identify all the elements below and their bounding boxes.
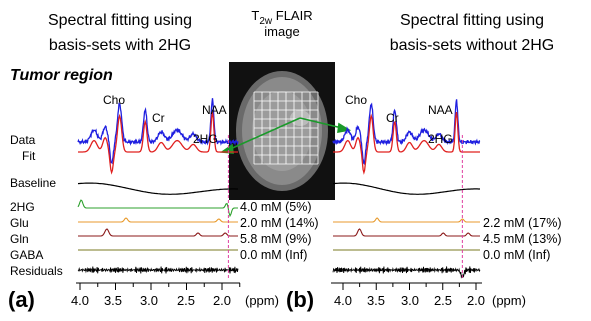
tick-label: 3.5 — [367, 293, 385, 308]
tick-label: 4.0 — [71, 293, 89, 308]
panel-label: (b) — [286, 287, 314, 312]
residuals — [333, 266, 480, 278]
row-label: 2HG — [10, 200, 35, 214]
row-label: Glu — [10, 216, 29, 230]
axis-unit: (ppm) — [492, 293, 526, 308]
component-fit — [78, 200, 238, 216]
figure: Spectral fitting using basis-sets with 2… — [0, 0, 591, 321]
peak-label: 2HG — [428, 132, 453, 146]
peak-label: Cr — [152, 111, 165, 125]
concentration: 5.8 mM (9%) — [240, 232, 312, 246]
concentration: 2.2 mM (17%) — [483, 216, 562, 230]
component-fit — [78, 229, 238, 236]
tick-label: 3.0 — [140, 293, 158, 308]
tick-label: 2.5 — [434, 293, 452, 308]
tick-label: 2.0 — [467, 293, 485, 308]
tick-label: 2.0 — [213, 293, 231, 308]
peak-label: NAA — [428, 103, 453, 117]
image-title: image — [264, 24, 299, 39]
row-label: Gln — [10, 232, 29, 246]
mri-image — [229, 62, 335, 200]
panel-title: Spectral fitting using — [400, 12, 544, 29]
row-label: Residuals — [10, 264, 63, 278]
component-fit — [333, 218, 480, 222]
image-title-rest: FLAIR — [272, 8, 312, 23]
peak-label: 2HG — [193, 132, 218, 146]
spectrum-fit — [333, 112, 480, 172]
row-label: Baseline — [10, 176, 56, 190]
panel-title: basis-sets without 2HG — [390, 37, 555, 54]
tick-label: 3.0 — [401, 293, 419, 308]
peak-label: NAA — [202, 103, 227, 117]
residuals — [78, 267, 238, 274]
component-fit — [78, 218, 238, 222]
row-label: Data — [10, 133, 36, 147]
component-fit — [333, 229, 480, 236]
concentration: 0.0 mM (Inf) — [240, 248, 307, 262]
panel-title: basis-sets with 2HG — [49, 37, 191, 54]
panel-label: (a) — [8, 287, 35, 312]
concentration: 4.5 mM (13%) — [483, 232, 562, 246]
peak-label: Cho — [103, 93, 125, 107]
peak-label: Cho — [345, 93, 367, 107]
panel-title: Spectral fitting using — [48, 12, 192, 29]
tick-label: 2.5 — [177, 293, 195, 308]
concentration: 4.0 mM (5%) — [240, 200, 312, 214]
region-label: Tumor region — [10, 67, 113, 84]
image-title-main: T — [251, 8, 259, 23]
row-label: Fit — [22, 149, 36, 163]
peak-label: Cr — [386, 111, 399, 125]
row-label: GABA — [10, 248, 43, 262]
tick-label: 4.0 — [334, 293, 352, 308]
concentration: 2.0 mM (14%) — [240, 216, 319, 230]
tick-label: 3.5 — [104, 293, 122, 308]
baseline — [78, 183, 238, 194]
axis-unit: (ppm) — [245, 293, 279, 308]
concentration: 0.0 mM (Inf) — [483, 248, 550, 262]
baseline — [333, 183, 480, 194]
